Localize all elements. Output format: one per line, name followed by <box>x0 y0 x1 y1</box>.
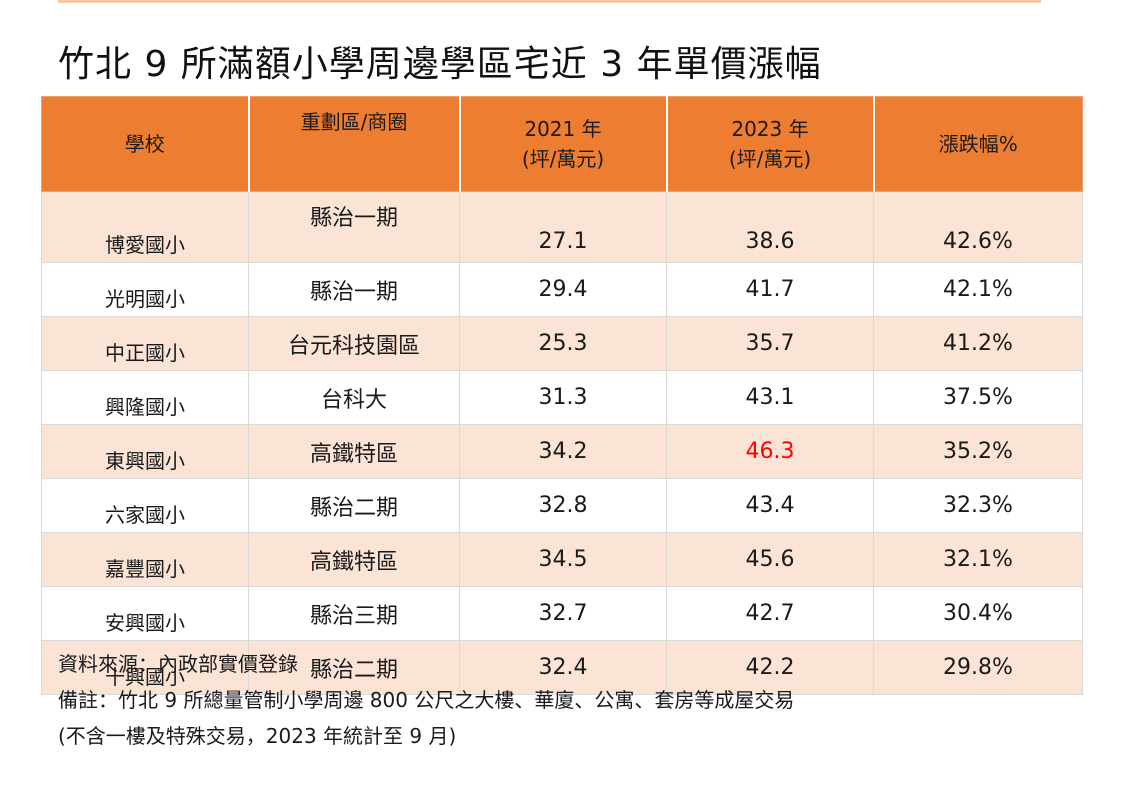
cell-2023: 35.7 <box>666 316 874 371</box>
cell-2021: 32.8 <box>459 478 667 533</box>
cell-district: 縣治三期 <box>248 586 460 641</box>
table-row: 安興國小 縣治三期 32.7 42.7 30.4% <box>41 586 1083 641</box>
cell-2021: 27.1 <box>459 191 667 263</box>
table-row: 十興國小 縣治二期 32.4 42.2 29.8% <box>41 640 1083 695</box>
cell-school: 博愛國小 <box>41 191 249 263</box>
cell-school: 嘉豐國小 <box>41 532 249 587</box>
header-2023-year: 2023 年 <box>731 117 809 141</box>
table-row: 東興國小 高鐵特區 34.2 46.3 35.2% <box>41 424 1083 479</box>
cell-2023-highlight: 46.3 <box>666 424 874 479</box>
remark-note-continued: (不含一樓及特殊交易，2023 年統計至 9 月) <box>58 724 457 748</box>
source-note: 資料來源：內政部實價登錄 <box>58 652 298 676</box>
header-2021: 2021 年 (坪/萬元) <box>459 96 668 192</box>
top-divider <box>58 0 1041 3</box>
header-school: 學校 <box>41 96 250 192</box>
cell-2023: 45.6 <box>666 532 874 587</box>
cell-school: 光明國小 <box>41 262 249 317</box>
cell-district: 台科大 <box>248 370 460 425</box>
header-2021-unit: (坪/萬元) <box>521 147 605 171</box>
cell-change: 42.6% <box>873 191 1083 263</box>
cell-school: 興隆國小 <box>41 370 249 425</box>
remark-note: 備註：竹北 9 所總量管制小學周邊 800 公尺之大樓、華廈、公寓、套房等成屋交… <box>58 688 795 712</box>
cell-2021: 34.5 <box>459 532 667 587</box>
page-title: 竹北 9 所滿額小學周邊學區宅近 3 年單價漲幅 <box>58 44 822 86</box>
cell-school: 中正國小 <box>41 316 249 371</box>
cell-2023: 41.7 <box>666 262 874 317</box>
cell-district: 縣治二期 <box>248 640 460 695</box>
cell-district: 高鐵特區 <box>248 532 460 587</box>
cell-change: 32.3% <box>873 478 1083 533</box>
cell-school: 安興國小 <box>41 586 249 641</box>
header-change: 漲跌幅% <box>873 96 1083 192</box>
table-header-row: 學校 重劃區/商圈 2021 年 (坪/萬元) 2023 年 (坪/萬元) 漲跌… <box>41 96 1083 192</box>
cell-2021: 32.7 <box>459 586 667 641</box>
header-2021-year: 2021 年 <box>524 117 602 141</box>
cell-2023: 43.1 <box>666 370 874 425</box>
price-change-table: 學校 重劃區/商圈 2021 年 (坪/萬元) 2023 年 (坪/萬元) 漲跌… <box>41 96 1083 695</box>
cell-change: 35.2% <box>873 424 1083 479</box>
table-row: 興隆國小 台科大 31.3 43.1 37.5% <box>41 370 1083 425</box>
header-district: 重劃區/商圈 <box>248 96 461 192</box>
cell-2023: 43.4 <box>666 478 874 533</box>
table-row: 博愛國小 縣治一期 27.1 38.6 42.6% <box>41 191 1083 263</box>
cell-district: 縣治一期 <box>248 262 460 317</box>
cell-change: 30.4% <box>873 586 1083 641</box>
cell-2021: 29.4 <box>459 262 667 317</box>
footnotes: 資料來源：內政部實價登錄 備註：竹北 9 所總量管制小學周邊 800 公尺之大樓… <box>58 646 794 754</box>
cell-2021: 32.4 <box>459 640 667 695</box>
cell-change: 42.1% <box>873 262 1083 317</box>
header-2023-unit: (坪/萬元) <box>728 147 812 171</box>
cell-district: 台元科技園區 <box>248 316 460 371</box>
cell-change: 32.1% <box>873 532 1083 587</box>
table-row: 光明國小 縣治一期 29.4 41.7 42.1% <box>41 262 1083 317</box>
cell-district: 縣治二期 <box>248 478 460 533</box>
table-row: 嘉豐國小 高鐵特區 34.5 45.6 32.1% <box>41 532 1083 587</box>
cell-2023: 42.7 <box>666 586 874 641</box>
cell-change: 37.5% <box>873 370 1083 425</box>
cell-district: 縣治一期 <box>248 191 460 263</box>
table-row: 中正國小 台元科技園區 25.3 35.7 41.2% <box>41 316 1083 371</box>
table-row: 六家國小 縣治二期 32.8 43.4 32.3% <box>41 478 1083 533</box>
cell-2021: 34.2 <box>459 424 667 479</box>
header-2023: 2023 年 (坪/萬元) <box>666 96 875 192</box>
cell-school: 六家國小 <box>41 478 249 533</box>
cell-2023: 38.6 <box>666 191 874 263</box>
cell-district: 高鐵特區 <box>248 424 460 479</box>
cell-change: 41.2% <box>873 316 1083 371</box>
cell-2021: 31.3 <box>459 370 667 425</box>
cell-change: 29.8% <box>873 640 1083 695</box>
cell-school: 東興國小 <box>41 424 249 479</box>
cell-school: 十興國小 <box>41 640 249 695</box>
cell-2023: 42.2 <box>666 640 874 695</box>
cell-2021: 25.3 <box>459 316 667 371</box>
